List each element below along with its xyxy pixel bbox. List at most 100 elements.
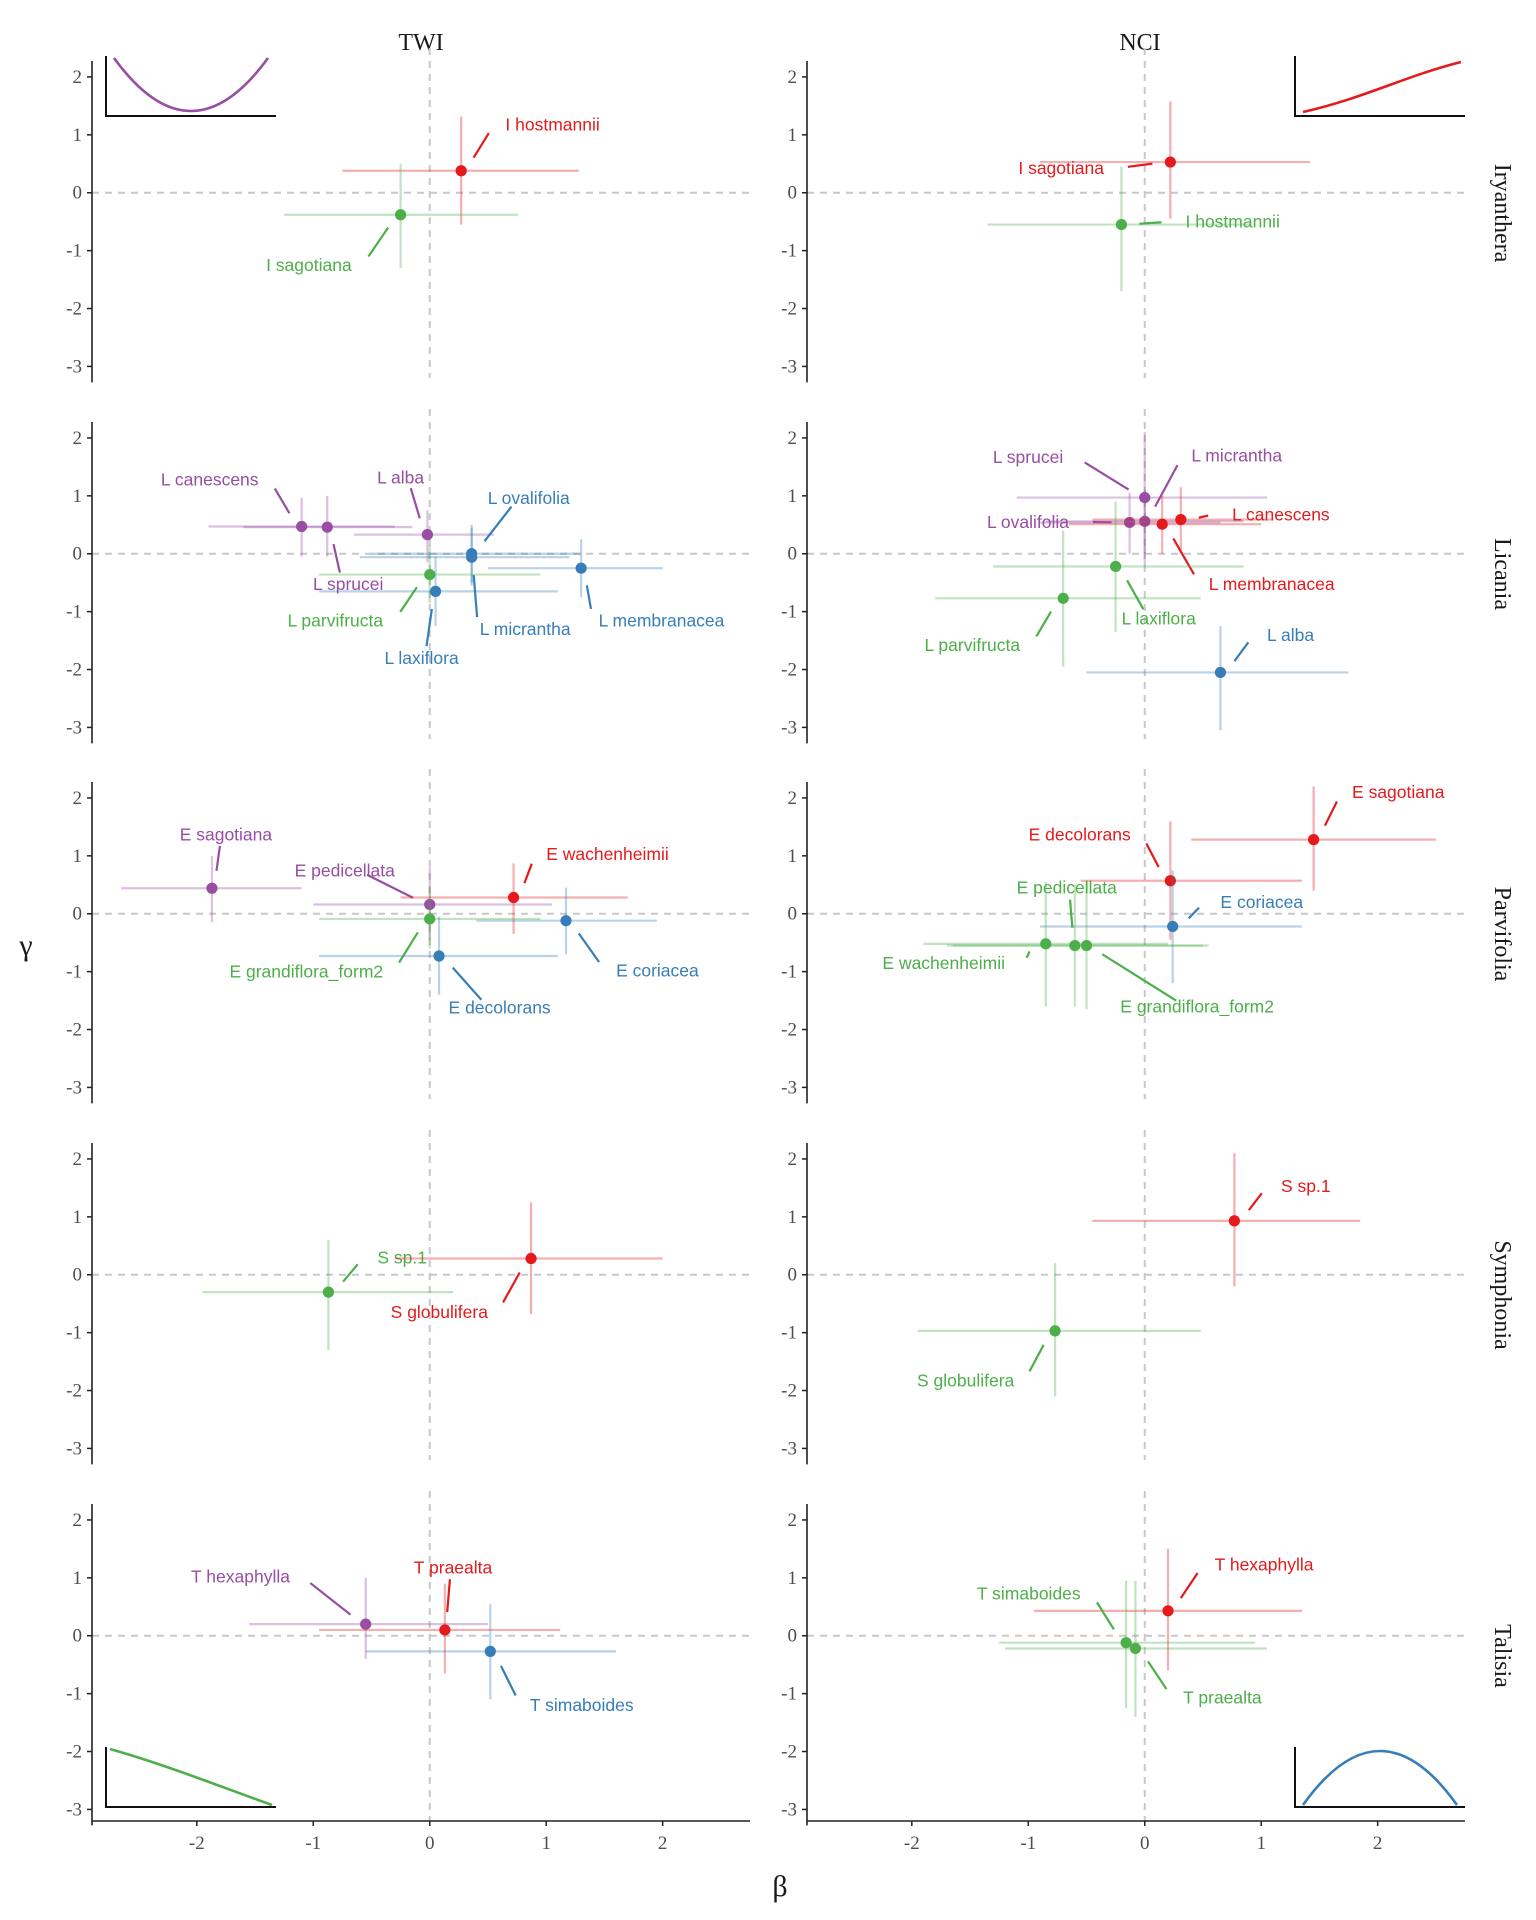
point-label: I sagotiana [266,255,352,275]
data-point [424,568,436,581]
point-label: L ovalifolia [488,488,570,508]
data-point [1069,939,1081,952]
point-label: T hexaphylla [191,1567,290,1587]
point-label: E coriacea [616,960,699,980]
data-point [421,529,434,541]
data-point [360,1618,372,1630]
inset-axes [105,1747,276,1808]
data-point [1308,834,1320,846]
data-point [429,585,442,597]
data-point [1057,592,1069,604]
label-leader [483,505,513,542]
label-leader [1172,537,1195,575]
point-label: L canescens [161,470,259,490]
data-point [1120,1637,1132,1649]
y-tick-label: -2 [66,1020,82,1041]
x-tick-label: 0 [425,1833,435,1854]
y-tick-label: -3 [781,1077,797,1098]
y-tick-label: 2 [73,1510,83,1531]
series-group-licania-nci: L sprucei L micrantha L ovalifolia L canesc… [924,432,1349,731]
panel-symphonia-nci: -3 -2 -1 0 1 2 Symphonia [781,1130,1515,1465]
data-point [433,950,445,962]
label-leader [1126,579,1145,610]
series-group-talisia-nci: T hexaphylla T simaboides T praealta [977,1548,1314,1717]
data-point [395,209,407,221]
data-point [206,882,218,894]
inset-curve [1302,60,1462,114]
data-point [321,521,333,533]
y-tick-label: 0 [788,904,798,925]
series-group-parvifolia-twi: E sagotiana E pedicellata E wachenheimii E … [121,824,699,1018]
label-leader [472,132,490,159]
panel-talisia-nci: -3 -2 -1 0 1 2 -2 -1 0 1 2 Talisia [781,1491,1515,1854]
label-leader [446,1579,452,1613]
y-tick-label: -1 [66,962,82,983]
y-tick-label: 1 [73,486,83,507]
label-leader [1147,1660,1168,1690]
y-tick-label: 1 [73,1207,83,1228]
series-group-symphonia-twi: S sp.1 S globulifera [202,1202,663,1350]
point-label: E grandiflora_form2 [1120,996,1274,1017]
point-label: L micrantha [1191,445,1282,465]
point-label: E decolorans [1029,824,1131,844]
data-point [439,1624,451,1636]
data-point [1123,516,1136,529]
x-tick-label: 2 [1373,1833,1383,1854]
y-tick-label: 0 [788,183,798,204]
label-leader [499,1665,517,1697]
data-point [1139,491,1151,504]
point-label: L ovalifolia [987,512,1069,532]
data-point [525,1252,537,1265]
label-leader [1025,951,1031,959]
panel-licania-nci: -3 -2 -1 0 1 2 Licania [781,409,1515,744]
point-label: S globulifera [917,1371,1015,1391]
x-tick-label: 2 [658,1833,668,1854]
x-tick-label: 1 [1256,1833,1266,1854]
y-tick-label: -3 [66,717,82,738]
column-title-nci: NCI [1119,30,1160,56]
point-label: I hostmannii [505,114,599,134]
label-leader [366,873,414,899]
inset-top-right [1294,56,1465,117]
data-point [424,898,436,911]
y-tick-label: 0 [788,1265,798,1286]
y-tick-label: -1 [66,241,82,262]
y-tick-label: 1 [73,125,83,146]
series-group-iryanthera-nci: I sagotiana I hostmannii [987,101,1311,292]
label-leader [342,1263,359,1283]
label-leader [1084,461,1130,491]
label-leader [215,845,221,871]
series-group-licania-twi: L canescens L sprucei L alba L ovalifolia L … [161,467,725,668]
y-tick-label: -1 [781,602,797,623]
series-group-iryanthera-twi: I hostmannii I sagotiana [266,114,600,275]
point-label: E decolorans [449,998,551,1018]
panel-symphonia-twi: -3 -2 -1 0 1 2 [66,1130,750,1465]
point-label: S sp.1 [1281,1176,1331,1196]
row-title-parvifolia: Parvifolia [1489,887,1515,982]
y-tick-label: -1 [66,1323,82,1344]
point-label: L laxiflora [1122,609,1197,629]
y-tick-label: -3 [781,717,797,738]
inset-axes [1294,1747,1465,1808]
point-label: L parvifructa [924,635,1020,655]
inset-top-left [105,56,276,117]
y-tick-label: 1 [788,125,798,146]
y-tick-label: -1 [66,1684,82,1705]
row-title-symphonia: Symphonia [1489,1240,1515,1350]
point-label: T hexaphylla [1215,1555,1314,1575]
inset-curve [112,57,270,113]
point-label: E sagotiana [180,824,273,844]
y-tick-label: 1 [788,1207,798,1228]
y-tick-label: -3 [781,1799,797,1820]
data-point [1156,518,1168,530]
y-tick-label: -1 [66,602,82,623]
series-group-parvifolia-nci: E sagotiana E decolorans E coriacea E pedic… [882,782,1444,1017]
point-label: T simaboides [977,1583,1081,1603]
x-tick-label: -1 [1020,1833,1036,1854]
label-leader [502,1271,521,1303]
y-tick-label: -2 [781,1381,797,1402]
label-leader [399,586,418,613]
point-label: L alba [1267,625,1314,645]
data-point [1049,1325,1061,1337]
